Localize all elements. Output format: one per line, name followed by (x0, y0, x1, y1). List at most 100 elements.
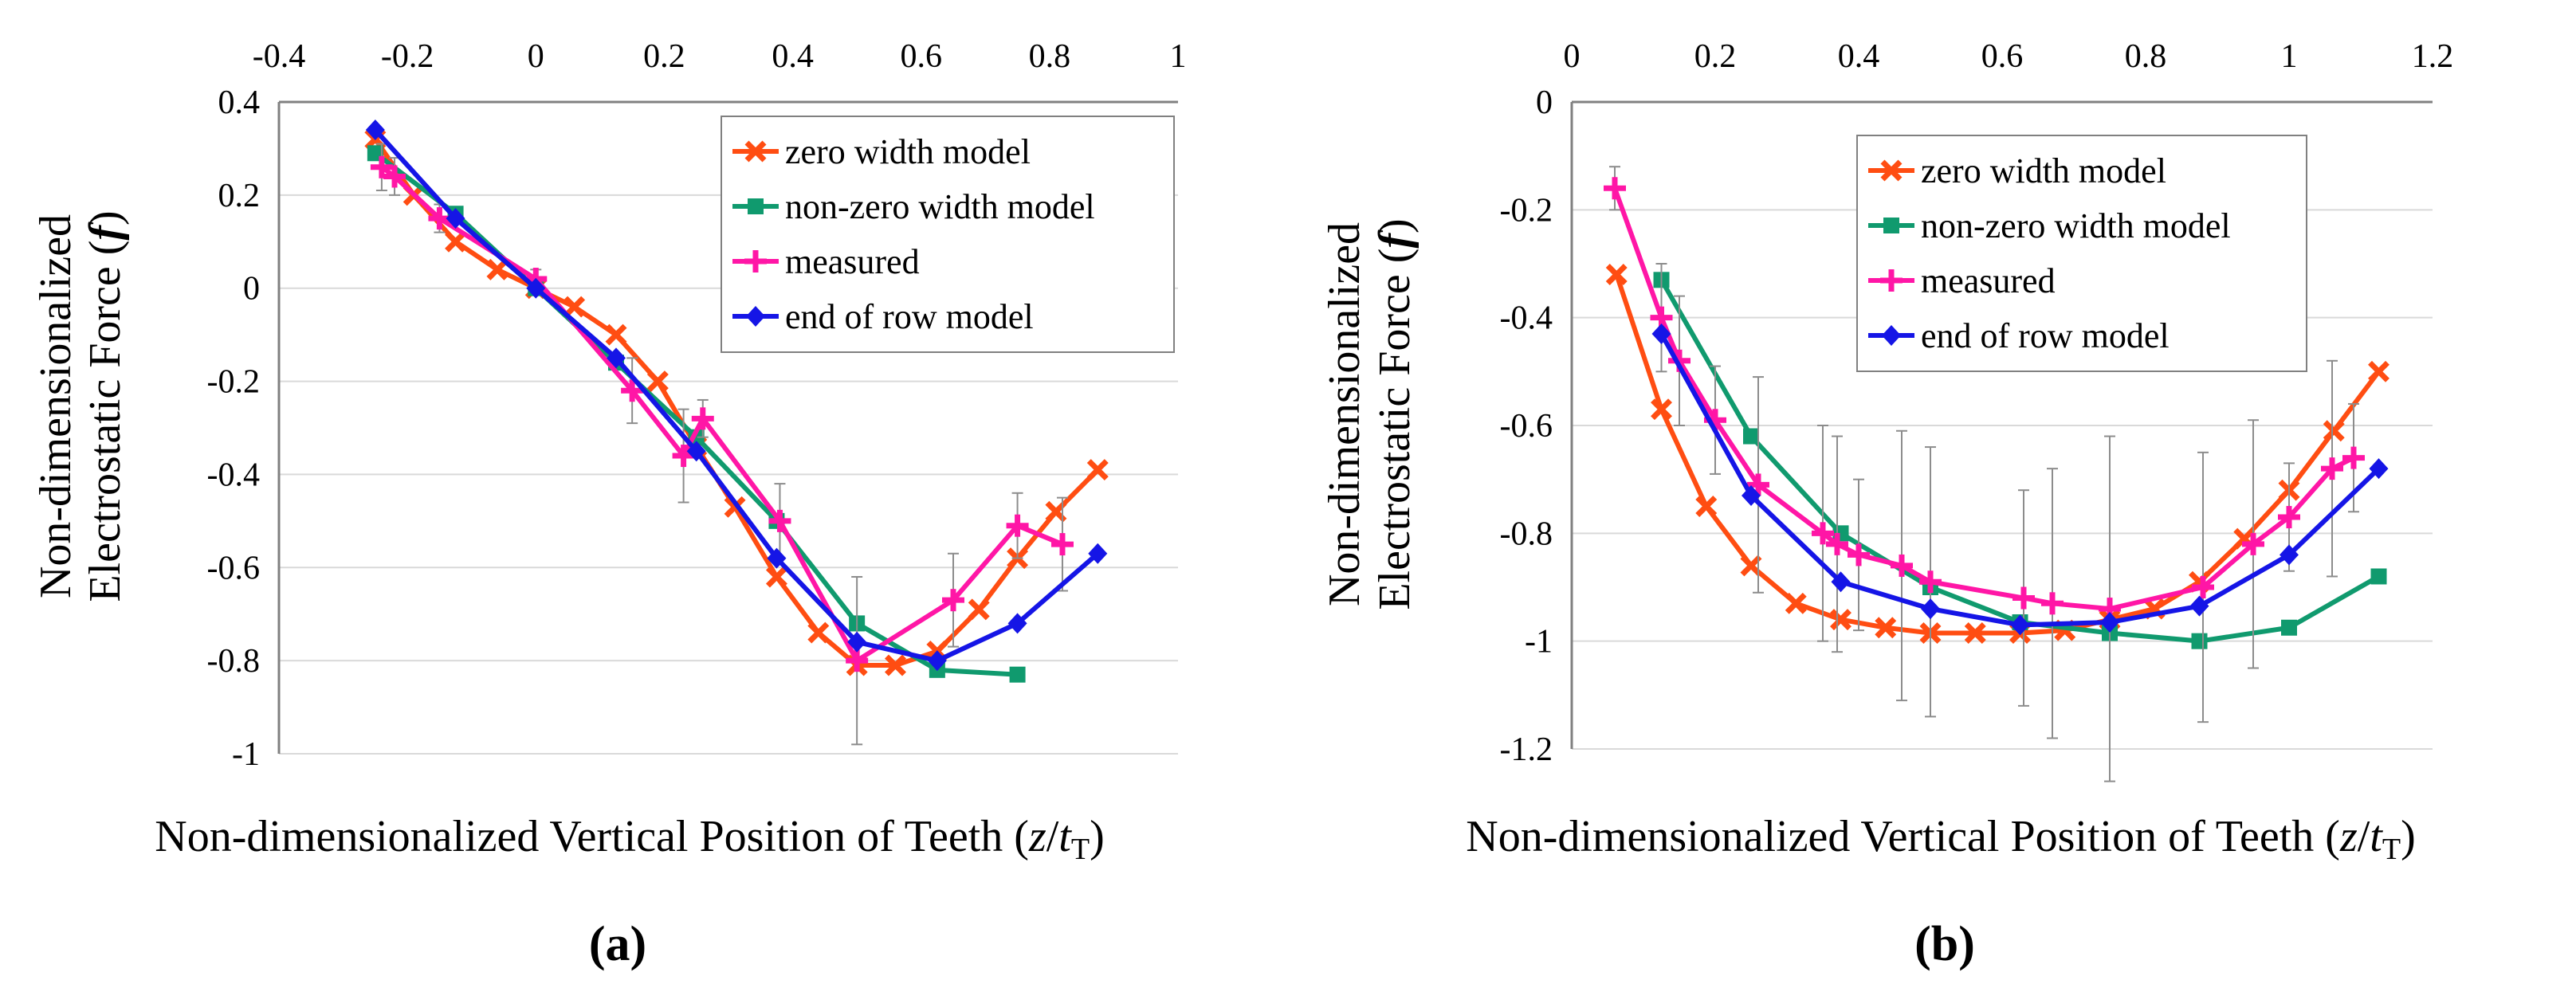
panel-b-plot-area (1604, 166, 2389, 782)
data-point (564, 296, 586, 318)
x-tick-label: 0.8 (2125, 38, 2167, 75)
x-tick-label: 0.2 (1694, 38, 1737, 75)
legend-marker (1883, 218, 1899, 233)
y-tick-label: -0.2 (207, 364, 261, 401)
legend-entry-measured: measured (732, 242, 920, 281)
legend-label: measured (785, 242, 920, 281)
series-line (373, 128, 1100, 664)
data-point (2369, 458, 2389, 480)
panel-a-xlabel-sub: T (1071, 833, 1090, 866)
data-point (605, 323, 627, 346)
panel-a-ylabel-text: Electrostatic Force (80, 266, 130, 602)
data-point (1740, 555, 1762, 577)
legend-box (721, 116, 1175, 353)
data-point (1742, 484, 1761, 506)
series-line (1612, 187, 2355, 612)
series-line (380, 165, 1064, 664)
data-point (2321, 457, 2343, 480)
data-point (1785, 592, 1807, 614)
panel-b-ylabel-text: Electrostatic Force (1370, 274, 1420, 610)
legend-label: zero width model (785, 132, 1031, 171)
legend-marker (1880, 269, 1903, 292)
data-point (2189, 595, 2209, 617)
data-point (2242, 532, 2264, 555)
legend-marker (1882, 325, 1901, 346)
legend-label: zero width model (1921, 151, 2166, 190)
data-point (2010, 614, 2030, 636)
legend-marker (744, 140, 767, 163)
panel-b-ylabel-symbol: f (1370, 229, 1420, 249)
data-point (927, 650, 947, 672)
y-tick-label: -0.8 (207, 643, 261, 680)
x-tick-label: 1 (2281, 38, 2298, 75)
data-point (2012, 586, 2035, 610)
data-point (1605, 264, 1628, 286)
data-point (2342, 446, 2365, 469)
x-tick-label: -0.2 (381, 38, 434, 75)
data-point (1747, 473, 1769, 496)
data-point (1875, 617, 1897, 639)
legend-label: non-zero width model (1921, 206, 2231, 245)
y-tick-label: -0.6 (1500, 408, 1553, 445)
x-tick-label: 0.2 (643, 38, 685, 75)
x-tick-label: 0.6 (1981, 38, 2024, 75)
data-point (2041, 592, 2064, 615)
panel-a-tick-labels: 0.4 0.2 0 -0.2 -0.4 -0.6 -0.8 -1 -0.4 -0.2 0 0.2 0.4… (207, 38, 1187, 773)
x-tick-label: 0.6 (900, 38, 942, 75)
x-tick-label: 0 (1564, 38, 1581, 75)
data-point (1651, 323, 1671, 344)
panel-b-xlabel-var: z (2339, 812, 2358, 861)
data-point (767, 547, 787, 569)
data-point (365, 120, 385, 141)
data-point (1050, 533, 1074, 556)
data-point (1919, 570, 1942, 594)
legend-marker (744, 250, 767, 272)
panel-a-xlabel: Non-dimensionalized Vertical Position of… (155, 812, 1104, 866)
y-tick-label: -0.2 (1500, 192, 1553, 229)
legend-entry-non-zero-width-model: non-zero width model (732, 187, 1095, 226)
data-point (1830, 609, 1852, 631)
y-tick-label: -1 (1525, 624, 1553, 661)
legend-box (1856, 135, 2307, 372)
panel-a-label: (a) (589, 917, 646, 971)
data-point (2100, 611, 2119, 633)
panel-a-axes (277, 100, 1178, 754)
data-point (686, 441, 706, 462)
data-point (445, 230, 467, 253)
data-point (1088, 543, 1108, 564)
y-tick-label: -0.8 (1500, 516, 1553, 552)
panel-b-xlabel: Non-dimensionalized Vertical Position of… (1466, 812, 2415, 866)
data-point (2368, 360, 2389, 382)
y-tick-label: -0.4 (207, 457, 261, 493)
y-tick-label: 0 (243, 271, 260, 308)
data-point (1964, 622, 1986, 644)
legend-marker (746, 306, 765, 327)
y-tick-label: -1 (232, 736, 260, 773)
y-tick-label: 0.2 (218, 178, 261, 214)
data-point (885, 654, 906, 676)
data-point (621, 379, 644, 402)
data-point (526, 277, 546, 299)
data-point (1743, 428, 1759, 445)
panel-a-ylabel-symbol: f (80, 222, 130, 241)
data-point (1831, 571, 1851, 593)
panel-a-plot-area (364, 120, 1109, 746)
panel-b-ylabel-line1: Non-dimensionalized (1320, 222, 1369, 606)
x-tick-label: 1.2 (2412, 38, 2454, 75)
data-point (2191, 633, 2208, 649)
panel-a-label-letter: a (606, 917, 630, 971)
x-tick-label: 0.4 (1838, 38, 1880, 75)
data-point (1006, 514, 1029, 537)
x-tick-label: 1 (1170, 38, 1187, 75)
legend-label: end of row model (1921, 316, 2170, 355)
data-point (846, 649, 869, 672)
data-point (646, 370, 669, 393)
legend-entry-non-zero-width-model: non-zero width model (1868, 206, 2231, 245)
x-tick-label: 0.8 (1029, 38, 1071, 75)
panel-b-axes (1570, 100, 2433, 749)
data-point (672, 445, 695, 468)
series-end-of-row-model (1651, 323, 2389, 636)
data-point (1009, 666, 1026, 683)
data-point (1604, 177, 1626, 200)
data-point (1891, 554, 1913, 577)
